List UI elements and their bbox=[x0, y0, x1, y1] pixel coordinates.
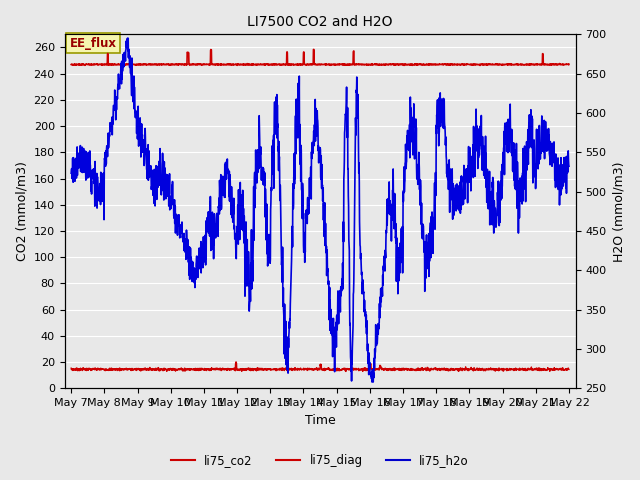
X-axis label: Time: Time bbox=[305, 414, 335, 427]
Legend: li75_co2, li75_diag, li75_h2o: li75_co2, li75_diag, li75_h2o bbox=[166, 449, 474, 472]
Text: EE_flux: EE_flux bbox=[70, 37, 116, 50]
Title: LI7500 CO2 and H2O: LI7500 CO2 and H2O bbox=[247, 15, 393, 29]
Y-axis label: H2O (mmol/m3): H2O (mmol/m3) bbox=[612, 161, 625, 262]
Y-axis label: CO2 (mmol/m3): CO2 (mmol/m3) bbox=[15, 161, 28, 261]
